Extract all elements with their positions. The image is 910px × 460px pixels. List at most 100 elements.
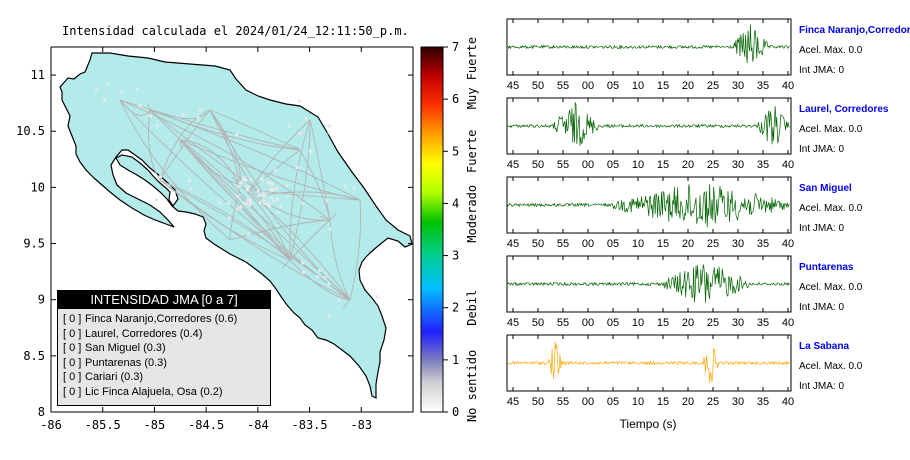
town-marker bbox=[187, 179, 191, 183]
panel-frame bbox=[506, 97, 792, 155]
town-markers bbox=[94, 82, 379, 318]
road bbox=[319, 216, 331, 221]
town-marker bbox=[269, 187, 273, 191]
trace-x-tick-label: 05 bbox=[607, 80, 619, 92]
colorbar-tick-label: 2 bbox=[452, 301, 459, 315]
trace-x-tick-label: 55 bbox=[557, 238, 569, 250]
road bbox=[289, 219, 331, 261]
trace-x-tick-label: 25 bbox=[707, 159, 719, 171]
town-marker bbox=[102, 99, 106, 103]
trace-x-tick-label: 35 bbox=[757, 396, 769, 408]
town-marker bbox=[270, 183, 274, 187]
map-x-axis: -86 -85.5 -85 -84.5 -84 -83.5 -83 bbox=[40, 47, 372, 432]
town-marker bbox=[286, 194, 290, 198]
town-marker bbox=[155, 124, 159, 128]
road bbox=[329, 213, 337, 221]
trace-x-tick-label: 20 bbox=[682, 159, 694, 171]
road bbox=[282, 259, 291, 269]
road bbox=[149, 109, 291, 261]
town-marker bbox=[243, 176, 247, 180]
town-marker bbox=[263, 202, 267, 206]
panel-frame bbox=[506, 18, 792, 76]
map-y-tick-label: 10.5 bbox=[16, 124, 45, 138]
trace-x-tick-label: 20 bbox=[682, 80, 694, 92]
colorbar-category-label: Moderado bbox=[465, 185, 479, 243]
town-marker bbox=[135, 87, 139, 91]
town-marker bbox=[262, 198, 266, 202]
road bbox=[343, 299, 351, 309]
trace-x-tick-label: 55 bbox=[557, 80, 569, 92]
legend-item-text: Finca Naranjo,Corredores (0.6) bbox=[85, 313, 238, 325]
trace-x-tick-label: 45 bbox=[507, 159, 519, 171]
figure-title: Intensidad calculada el 2024/01/24_12:11… bbox=[62, 24, 409, 38]
map-y-tick-label: 9 bbox=[38, 293, 45, 307]
town-marker bbox=[218, 201, 222, 205]
map-x-tick-label: -84.5 bbox=[188, 418, 224, 432]
town-marker bbox=[275, 186, 279, 190]
town-marker bbox=[285, 183, 289, 187]
town-marker bbox=[242, 201, 246, 205]
town-marker bbox=[300, 201, 304, 205]
colorbar-tick-label: 6 bbox=[452, 92, 459, 106]
town-marker bbox=[249, 200, 253, 204]
town-marker bbox=[287, 124, 291, 128]
intensity-colorbar: 0 1 2 3 4 5 6 7 No sentido Debil Moderado Fuerte Mu… bbox=[420, 37, 479, 422]
town-marker bbox=[276, 211, 280, 215]
road bbox=[344, 292, 351, 301]
map-x-tick-label: -85.5 bbox=[85, 418, 121, 432]
road bbox=[159, 179, 291, 261]
town-marker bbox=[318, 268, 322, 272]
town-marker bbox=[246, 198, 250, 202]
colorbar-tick-label: 5 bbox=[452, 144, 459, 158]
road bbox=[209, 109, 301, 151]
trace-x-tick-label: 35 bbox=[757, 159, 769, 171]
map-x-tick-label: -83.5 bbox=[292, 418, 328, 432]
legend-item-bracket: [ 0 ] bbox=[63, 371, 82, 383]
road bbox=[349, 199, 362, 301]
waveform-trace bbox=[507, 264, 790, 303]
town-marker bbox=[323, 276, 327, 280]
station-name: La Sabana bbox=[799, 341, 849, 352]
road bbox=[149, 109, 361, 201]
legend-item-bracket: [ 0 ] bbox=[63, 385, 82, 398]
road bbox=[119, 99, 301, 151]
trace-x-tick-label: 00 bbox=[582, 238, 594, 250]
road bbox=[249, 149, 301, 191]
town-marker bbox=[159, 175, 163, 179]
legend-item-bracket: [ 0 ] bbox=[63, 342, 82, 354]
legend-item-text: Lic Finca Alajuela, Osa (0.2) bbox=[85, 385, 223, 398]
town-marker bbox=[249, 178, 253, 182]
town-marker bbox=[265, 201, 269, 205]
town-marker bbox=[328, 124, 332, 128]
trace-x-tick-label: 20 bbox=[682, 238, 694, 250]
road bbox=[159, 109, 211, 181]
town-marker bbox=[301, 261, 305, 265]
legend-item: [ 0 ] Puntarenas (0.3) bbox=[63, 356, 270, 371]
road bbox=[299, 149, 331, 221]
station-name: Laurel, Corredores bbox=[799, 104, 889, 115]
town-marker bbox=[235, 207, 239, 211]
road bbox=[289, 119, 311, 261]
road bbox=[147, 103, 151, 111]
trace-x-tick-label: 55 bbox=[557, 396, 569, 408]
station-acel-max: Acel. Max. 0.0 bbox=[799, 124, 863, 135]
town-marker bbox=[328, 227, 332, 231]
town-marker bbox=[227, 216, 231, 220]
legend-item-text: Cariari (0.3) bbox=[85, 371, 144, 383]
station-int-jma: Int JMA: 0 bbox=[799, 302, 844, 313]
trace-x-tick-label: 50 bbox=[532, 80, 544, 92]
trace-xlabel: Tiempo (s) bbox=[620, 417, 677, 431]
trace-x-tick-label: 40 bbox=[782, 159, 794, 171]
legend-list: [ 0 ] Finca Naranjo,Corredores (0.6) [ 0 … bbox=[63, 312, 270, 399]
road bbox=[149, 109, 211, 119]
waveform-panel: 45 50 55 00 05 10 15 20 25 30 35 40 La Sabana Acel. M… bbox=[506, 334, 863, 408]
town-marker bbox=[94, 88, 98, 92]
town-marker bbox=[279, 204, 283, 208]
trace-x-tick-label: 35 bbox=[757, 80, 769, 92]
colorbar-gradient bbox=[420, 46, 444, 413]
legend-item: [ 0 ] Cariari (0.3) bbox=[63, 370, 270, 385]
town-marker bbox=[337, 298, 341, 302]
station-int-jma: Int JMA: 0 bbox=[799, 381, 844, 392]
town-marker bbox=[238, 181, 242, 185]
waveform-panel: 45 50 55 00 05 10 15 20 25 30 35 40 San Miguel Acel. … bbox=[506, 176, 863, 250]
